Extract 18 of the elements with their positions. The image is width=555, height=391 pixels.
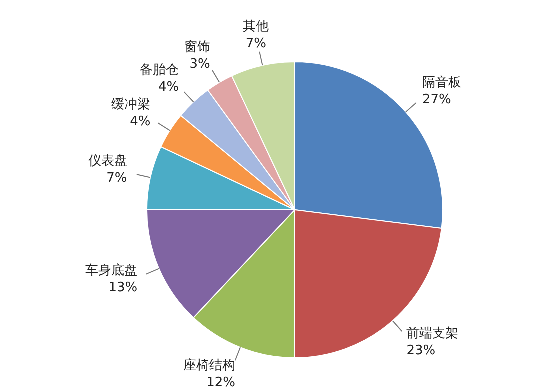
slice-label: 座椅结构 — [183, 358, 236, 374]
slice-label: 隔音板 — [422, 75, 462, 90]
slice-label: 缓冲梁 — [112, 96, 151, 113]
data-label: 27% — [422, 92, 452, 108]
data-label: 13% — [108, 280, 138, 296]
data-label: 23% — [406, 344, 436, 359]
slice-label: 其他 — [243, 19, 270, 34]
slice-label: 车身底盘 — [86, 264, 138, 279]
data-label: 7% — [246, 36, 266, 52]
data-label: 7% — [106, 171, 128, 186]
data-label: 3% — [190, 56, 210, 72]
slice-label: 前端支架 — [406, 326, 459, 342]
slice-label: 备胎仓 — [140, 63, 180, 78]
slice-label: 仪表盘 — [88, 154, 128, 170]
data-label: 4% — [158, 80, 180, 96]
data-label: 12% — [206, 376, 236, 390]
data-label: 4% — [130, 114, 151, 130]
slice-label: 窗饰 — [184, 38, 210, 55]
